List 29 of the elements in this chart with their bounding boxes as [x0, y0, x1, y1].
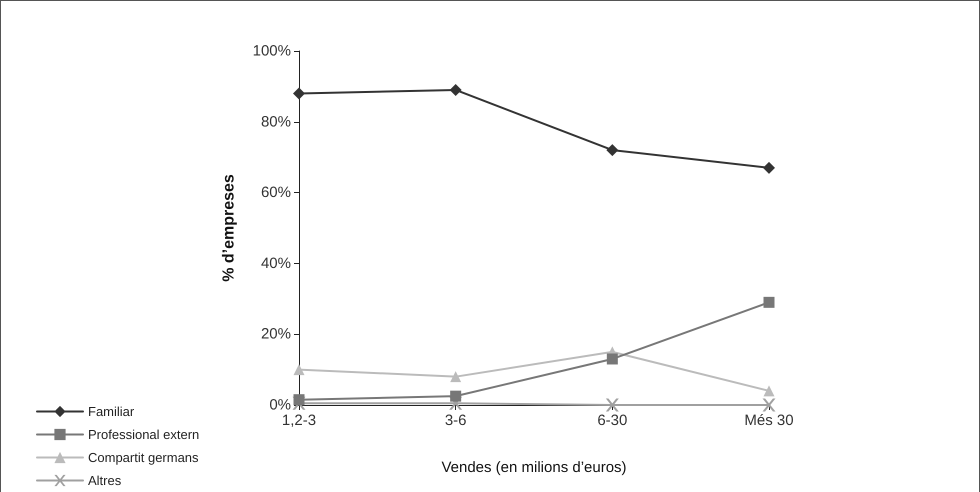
point [764, 296, 774, 308]
point [450, 84, 462, 96]
x-tick-label: 6-30 [597, 412, 628, 429]
point [764, 385, 774, 396]
point [763, 162, 775, 174]
y-tick-label: 100% [252, 42, 291, 60]
point [606, 353, 618, 364]
point [606, 144, 618, 156]
point [294, 394, 304, 406]
point [450, 371, 462, 382]
x-axis-title: Vendes (en milions d’euros) [441, 459, 627, 476]
y-tick-label: 0% [269, 396, 291, 414]
point [450, 390, 462, 402]
y-tick-label: 80% [260, 113, 291, 130]
legend-label: Altres [88, 473, 122, 488]
point [762, 398, 776, 412]
y-tick-label: 60% [260, 184, 291, 202]
x-tick-label: 1,2-3 [282, 412, 316, 429]
y-tick-label: 40% [260, 254, 291, 272]
y-tick-label: 20% [260, 326, 291, 343]
point [293, 87, 305, 100]
legend-label: Compartit germans [88, 450, 200, 465]
x-tick-label: Més 30 [744, 412, 794, 429]
y-axis-title: % d’empreses [220, 174, 238, 282]
point [294, 364, 304, 376]
legend-label: Professional extern [88, 427, 200, 442]
x-tick-label: 3-6 [444, 412, 467, 429]
point [606, 398, 619, 412]
legend-label: Familiar [88, 404, 135, 419]
